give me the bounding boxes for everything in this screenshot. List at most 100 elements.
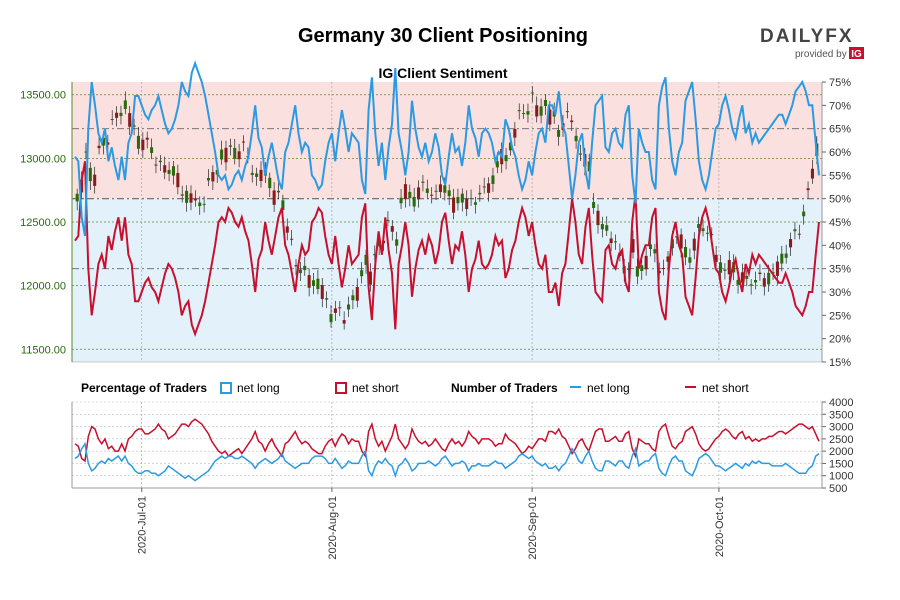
candle-body: [294, 265, 298, 267]
right-tick-label: 25%: [829, 310, 851, 322]
candle-body: [447, 190, 451, 197]
candle-body: [425, 188, 429, 193]
right-tick-label: 35%: [829, 264, 851, 276]
candle-body: [631, 239, 635, 253]
count-tick-label: 4000: [829, 397, 853, 409]
left-tick-label: 12500.00: [20, 217, 66, 229]
count-tick-label: 2500: [829, 434, 853, 446]
candle-body: [180, 194, 184, 196]
candle-body: [740, 272, 744, 283]
legend-pct-long: net long: [237, 381, 280, 395]
candle-body: [255, 173, 259, 177]
candle-body: [456, 197, 460, 204]
candle-body: [298, 269, 302, 274]
candle-body: [539, 106, 543, 116]
candle-body: [460, 193, 464, 203]
right-tick-label: 70%: [829, 100, 851, 112]
legend-number-label: Number of Traders: [451, 381, 558, 395]
legend-pct-long-swatch: [220, 382, 232, 394]
candle-body: [106, 142, 110, 145]
legend-num-long: net long: [587, 381, 630, 395]
candle-body: [723, 269, 727, 271]
candle-body: [285, 226, 289, 233]
candle-body: [150, 147, 154, 153]
candle-body: [351, 295, 355, 301]
candle-body: [592, 202, 596, 209]
logo-text: DAILYFX: [760, 26, 854, 47]
candle-body: [727, 259, 731, 275]
candle-body: [101, 137, 105, 146]
legend: Percentage of Traders net long net short…: [81, 381, 749, 395]
candle-body: [395, 239, 399, 246]
right-tick-label: 55%: [829, 170, 851, 182]
candle-body: [220, 149, 224, 160]
candle-body: [570, 120, 574, 123]
right-tick-label: 30%: [829, 287, 851, 299]
candle-body: [627, 268, 631, 270]
candle-body: [530, 92, 534, 94]
candle-body: [648, 244, 653, 250]
candle-body: [443, 185, 447, 193]
candle-body: [333, 308, 337, 313]
candle-body: [557, 129, 561, 137]
candle-body: [473, 202, 477, 205]
candle-body: [780, 253, 784, 264]
candle-body: [115, 112, 119, 118]
series-pct-short: [74, 161, 820, 337]
candle-body: [710, 234, 714, 236]
candle-body: [495, 161, 499, 168]
candle-body: [373, 253, 377, 256]
candle-body: [789, 239, 793, 248]
candle-body: [784, 253, 788, 258]
candle-body: [386, 219, 390, 221]
date-tick-label: 2020-Oct-01: [714, 496, 726, 557]
candle-body: [303, 265, 307, 271]
candle-body: [749, 284, 753, 286]
candle-body: [526, 111, 530, 115]
candle-body: [548, 109, 552, 125]
candle-body: [154, 164, 158, 166]
candle-body: [185, 190, 189, 203]
candle-body: [364, 254, 368, 265]
candle-body: [487, 183, 491, 193]
candle-body: [596, 210, 600, 226]
candle-body: [430, 194, 434, 196]
candle-body: [657, 270, 661, 274]
candle-body: [163, 165, 167, 173]
candle-body: [644, 255, 648, 270]
upper-panel-title: IG Client Sentiment: [378, 65, 507, 81]
chart-title: Germany 30 Client Positioning: [298, 25, 588, 47]
candle-body: [600, 224, 604, 230]
candle-body: [754, 280, 758, 283]
candle-body: [565, 111, 569, 113]
candle-body: [132, 125, 136, 127]
candle-body: [408, 191, 412, 199]
candle-body: [141, 139, 145, 151]
candle-body: [412, 196, 416, 207]
candle-body: [390, 226, 394, 232]
candle-body: [224, 147, 228, 163]
candle-body: [311, 280, 316, 286]
candle-body: [193, 198, 197, 201]
net-short-band: [72, 82, 822, 199]
candle-body: [325, 298, 329, 300]
candle-body: [491, 175, 495, 184]
candle-body: [268, 177, 272, 189]
candle-body: [775, 261, 779, 276]
candle-body: [355, 286, 359, 301]
candle-body: [504, 155, 508, 162]
candle-body: [342, 320, 346, 324]
candle-body: [605, 225, 609, 231]
right-tick-label: 50%: [829, 194, 851, 206]
candle-body: [587, 161, 591, 172]
candle-body: [377, 239, 381, 247]
series-pct-long: [74, 60, 820, 237]
candle-body: [128, 113, 132, 127]
candle-body: [241, 141, 246, 143]
date-tick-label: 2020-Aug-01: [327, 496, 339, 560]
candle-body: [802, 211, 806, 217]
candle-body: [338, 307, 342, 309]
candle-body: [93, 174, 97, 186]
candle-body: [417, 187, 421, 200]
